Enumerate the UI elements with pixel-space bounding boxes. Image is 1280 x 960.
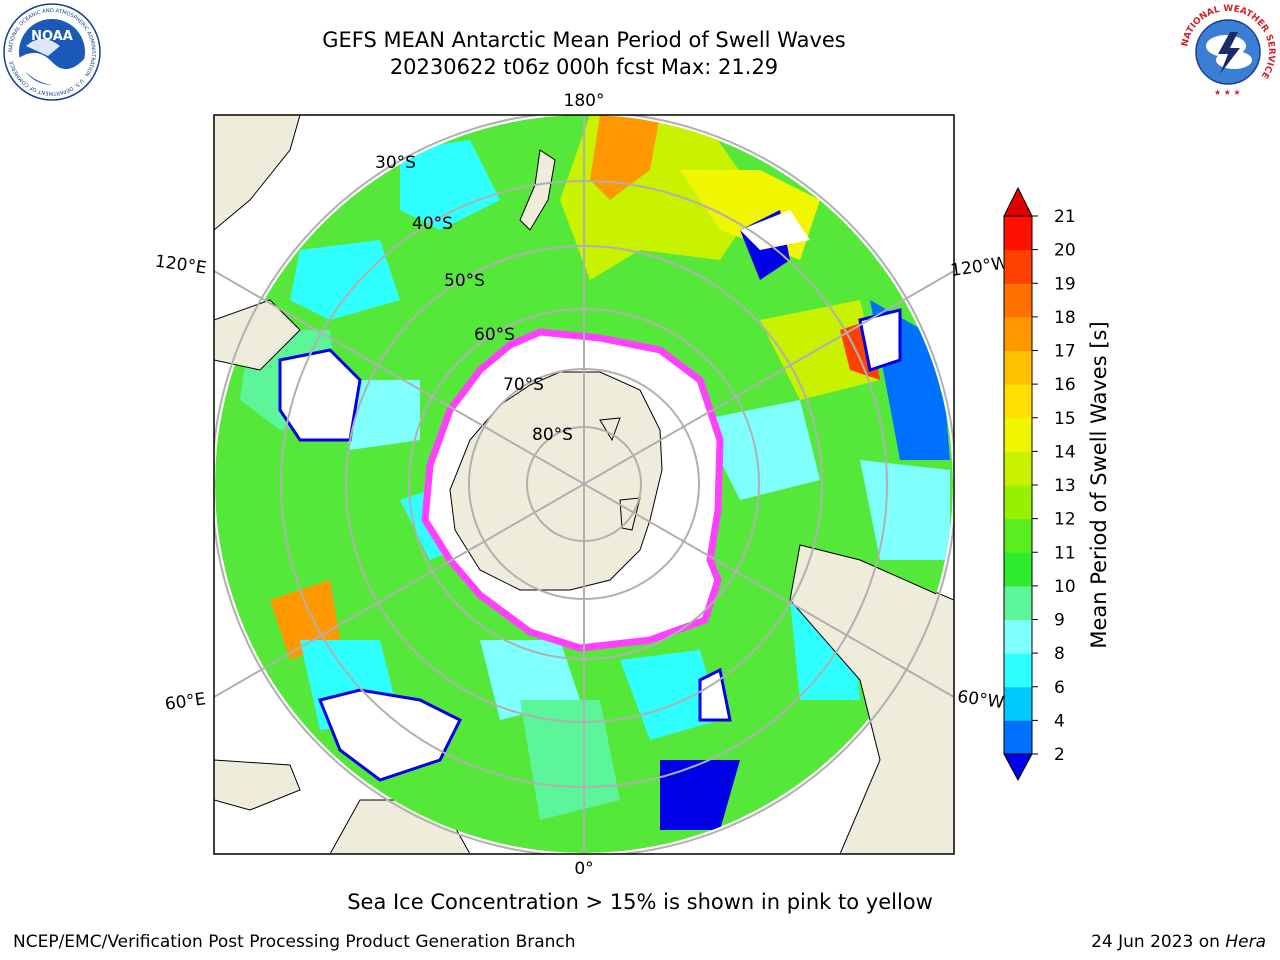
lat-label-50s: 50°S [444,271,485,291]
lat-label-40s: 40°S [412,214,453,234]
colorbar-tick-label: 11 [1054,543,1076,563]
lon-label-60e: 60°E [164,689,207,714]
map-subtitle: 20230622 t06z 000h fcst Max: 21.29 [389,55,779,79]
noaa-logo: NATIONAL OCEANIC AND ATMOSPHERIC ADMINIS… [3,3,101,101]
colorbar-bin [1004,552,1032,587]
footer-date: 24 Jun 2023 on Hera [1091,932,1266,952]
svg-text:★ ★ ★: ★ ★ ★ [1214,88,1241,97]
colorbar-bin [1004,720,1032,755]
colorbar-bin [1004,384,1032,419]
map-title: GEFS MEAN Antarctic Mean Period of Swell… [322,28,846,52]
colorbar-bin [1004,686,1032,721]
colorbar-tick-label: 12 [1054,510,1076,530]
colorbar-bin [1004,485,1032,520]
sea-ice-caption: Sea Ice Concentration > 15% is shown in … [347,890,933,914]
lat-label-80s: 80°S [532,425,573,445]
nws-logo: NATIONAL WEATHER SERVICE ★ ★ ★ [1180,4,1276,100]
footer-date-text: 24 Jun 2023 on [1091,932,1226,952]
colorbar-bin [1004,216,1032,251]
colorbar-bin [1004,283,1032,318]
lon-label-0: 0° [574,859,593,879]
colorbar-tick-label: 19 [1054,274,1076,294]
colorbar-over-arrow [1003,186,1033,217]
lat-label-70s: 70°S [503,375,544,395]
noaa-logo-text: NOAA [31,29,73,44]
colorbar-bin [1004,653,1032,688]
colorbar-tick-label: 18 [1054,308,1076,328]
colorbar-tick-label: 16 [1054,375,1076,395]
colorbar-tick-label: 4 [1054,711,1065,731]
footer-host: Hera [1225,932,1266,952]
colorbar-tick-label: 20 [1054,241,1076,261]
colorbar-tick-label: 15 [1054,409,1076,429]
colorbar-bin [1004,451,1032,486]
lat-label-60s: 60°S [474,325,515,345]
colorbar-bin [1004,316,1032,351]
colorbar-bin [1004,350,1032,385]
colorbar-tick-label: 14 [1054,442,1076,462]
colorbar-tick-label: 8 [1054,644,1065,664]
colorbar-bin [1004,249,1032,284]
colorbar-bin [1004,619,1032,654]
lon-label-60w: 60°W [956,687,1005,713]
lon-label-120e: 120°E [154,252,208,279]
lat-label-30s: 30°S [375,153,416,173]
colorbar-tick-label: 2 [1054,745,1065,765]
colorbar-tick-label: 13 [1054,476,1076,496]
colorbar-tick-label: 17 [1054,342,1076,362]
colorbar-tick-label: 9 [1054,611,1065,631]
colorbar-bin [1004,585,1032,620]
colorbar-under-arrow [1003,753,1033,782]
colorbar-tick-label: 21 [1054,207,1076,227]
lon-label-180: 180° [564,91,605,111]
colorbar: 2 4 6 8 9 10 11 12 13 14 15 16 17 18 19 20 21 [1003,186,1076,782]
lon-label-120w: 120°W [949,253,1009,281]
colorbar-bin [1004,417,1032,452]
footer-credit: NCEP/EMC/Verification Post Processing Pr… [13,932,576,952]
colorbar-tick-label: 6 [1054,678,1065,698]
colorbar-bin [1004,518,1032,553]
colorbar-tick-label: 10 [1054,577,1076,597]
colorbar-label: Mean Period of Swell Waves [s] [1087,321,1111,648]
